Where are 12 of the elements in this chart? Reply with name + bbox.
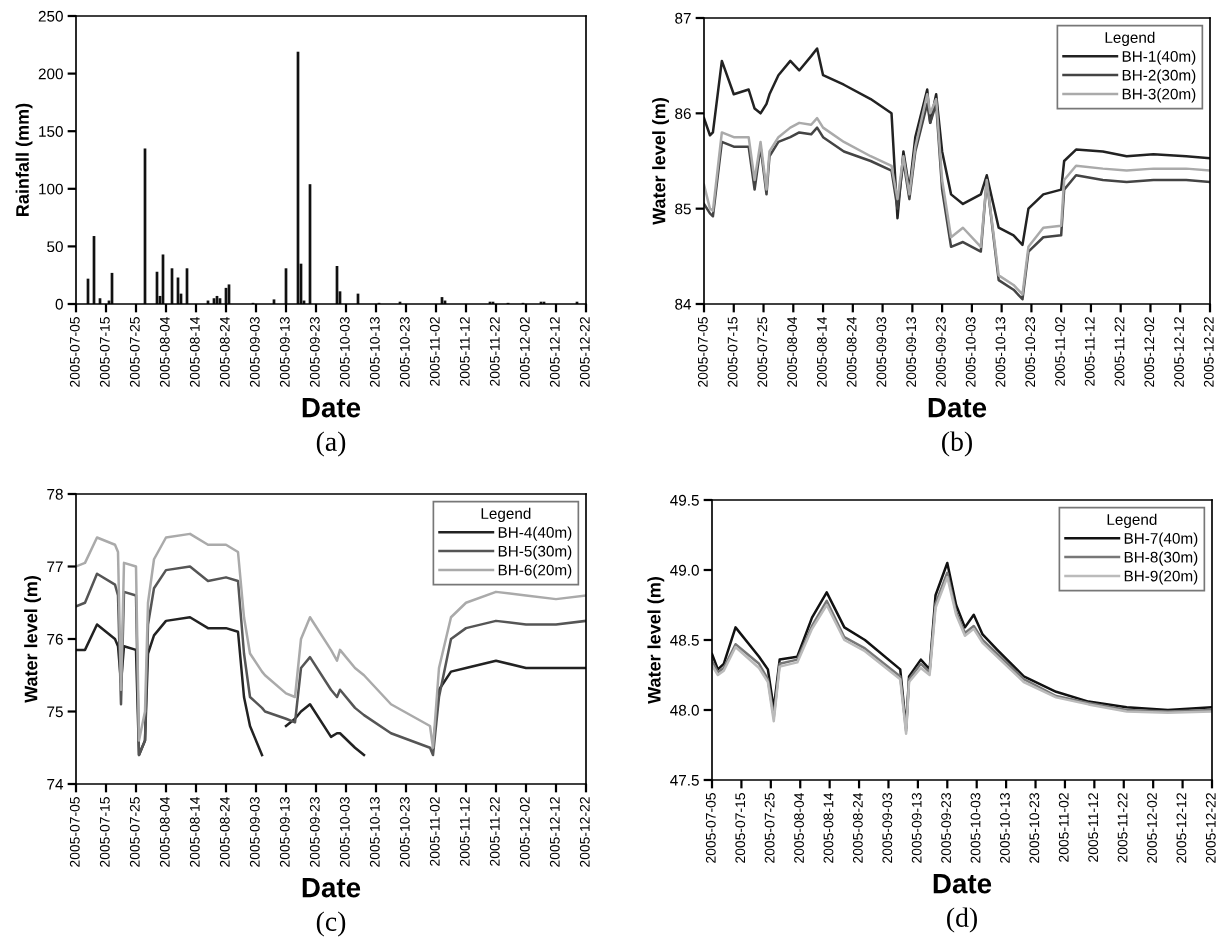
y-axis-title: Water level (m) — [647, 577, 665, 704]
text: (d) — [947, 907, 977, 933]
y-axis-title: Water level (m) — [652, 98, 669, 225]
x-axis-title: Date — [302, 398, 361, 418]
text: (c) — [316, 911, 346, 937]
x-axis-title: Date — [302, 878, 361, 898]
text: (b) — [942, 431, 972, 457]
x-axis-title: Date — [933, 874, 992, 894]
y-axis-title: Rainfall (mm) — [15, 103, 33, 216]
x-axis-title: Date — [928, 398, 987, 418]
y-axis-title: Water level (m) — [24, 576, 41, 703]
text: (a) — [316, 431, 346, 457]
